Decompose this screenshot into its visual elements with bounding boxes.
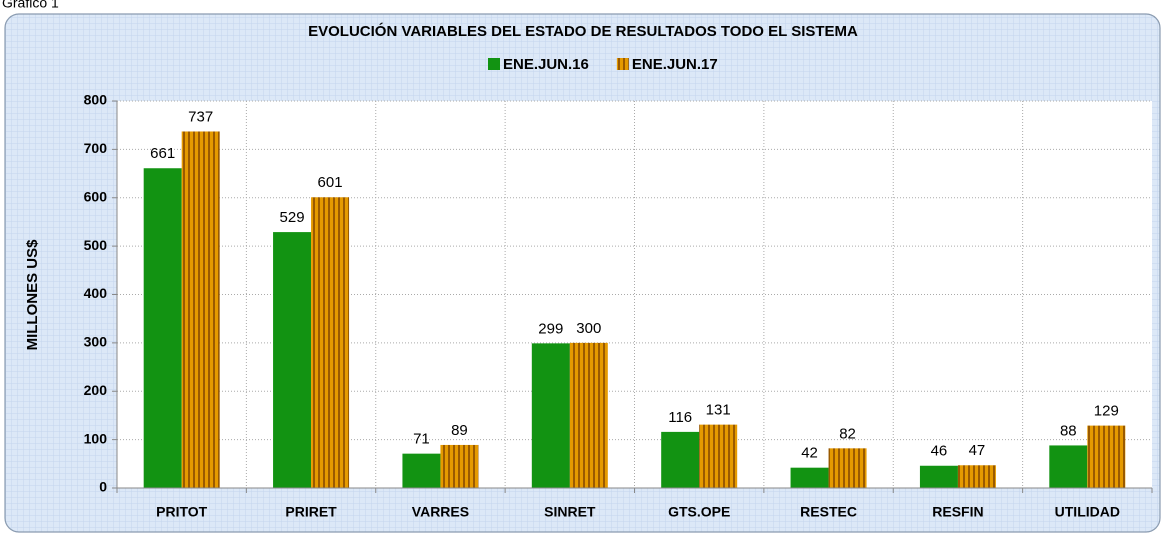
bar bbox=[273, 232, 312, 488]
x-tick-label: SINRET bbox=[544, 504, 596, 520]
y-tick-label: 0 bbox=[99, 479, 107, 495]
bar bbox=[1049, 445, 1088, 488]
data-label: 116 bbox=[668, 409, 692, 426]
x-tick-label: RESTEC bbox=[800, 504, 857, 520]
data-label: 129 bbox=[1094, 403, 1119, 420]
y-axis-label: MILLONES US$ bbox=[24, 239, 41, 351]
bar bbox=[661, 431, 700, 488]
data-label: 88 bbox=[1060, 422, 1077, 439]
y-tick-label: 700 bbox=[84, 140, 108, 156]
bar bbox=[569, 342, 608, 488]
data-label: 89 bbox=[451, 422, 468, 439]
y-tick-label: 100 bbox=[84, 430, 108, 446]
data-label: 737 bbox=[188, 108, 213, 125]
data-label: 661 bbox=[150, 145, 175, 162]
data-label: 299 bbox=[538, 320, 563, 337]
bar bbox=[143, 168, 182, 488]
bar bbox=[311, 197, 350, 489]
bar bbox=[531, 343, 570, 488]
legend-swatch bbox=[488, 58, 500, 70]
x-tick-label: RESFIN bbox=[932, 504, 983, 520]
bar bbox=[402, 453, 441, 488]
x-tick-label: GTS.OPE bbox=[668, 504, 730, 520]
data-label: 131 bbox=[706, 402, 731, 419]
legend-swatch bbox=[616, 58, 629, 70]
data-label: 46 bbox=[931, 443, 948, 460]
y-tick-label: 200 bbox=[84, 382, 108, 398]
caption: Gráfico 1 bbox=[2, 0, 59, 11]
bar bbox=[1087, 425, 1126, 488]
chart-title: EVOLUCIÓN VARIABLES DEL ESTADO DE RESULT… bbox=[308, 22, 858, 40]
bar bbox=[699, 424, 738, 488]
bar bbox=[790, 467, 829, 488]
bar bbox=[919, 465, 958, 488]
bar bbox=[181, 131, 220, 488]
x-tick-label: VARRES bbox=[412, 504, 469, 520]
bar bbox=[440, 444, 479, 488]
y-tick-label: 400 bbox=[84, 285, 108, 301]
data-label: 42 bbox=[801, 445, 818, 462]
y-tick-label: 600 bbox=[84, 188, 108, 204]
data-label: 82 bbox=[839, 425, 856, 442]
y-tick-label: 300 bbox=[84, 334, 108, 350]
x-tick-label: PRIRET bbox=[285, 504, 337, 520]
data-label: 529 bbox=[280, 209, 305, 226]
y-tick-label: 800 bbox=[84, 92, 108, 108]
bar bbox=[957, 465, 996, 488]
bar bbox=[828, 448, 867, 488]
legend-label: ENE.JUN.17 bbox=[632, 56, 718, 73]
legend-label: ENE.JUN.16 bbox=[503, 56, 589, 73]
data-label: 47 bbox=[969, 442, 986, 459]
x-tick-label: UTILIDAD bbox=[1055, 504, 1120, 520]
data-label: 601 bbox=[318, 174, 343, 191]
x-tick-label: PRITOT bbox=[156, 504, 208, 520]
data-label: 71 bbox=[413, 431, 430, 448]
y-tick-label: 500 bbox=[84, 237, 108, 253]
data-label: 300 bbox=[576, 320, 601, 337]
